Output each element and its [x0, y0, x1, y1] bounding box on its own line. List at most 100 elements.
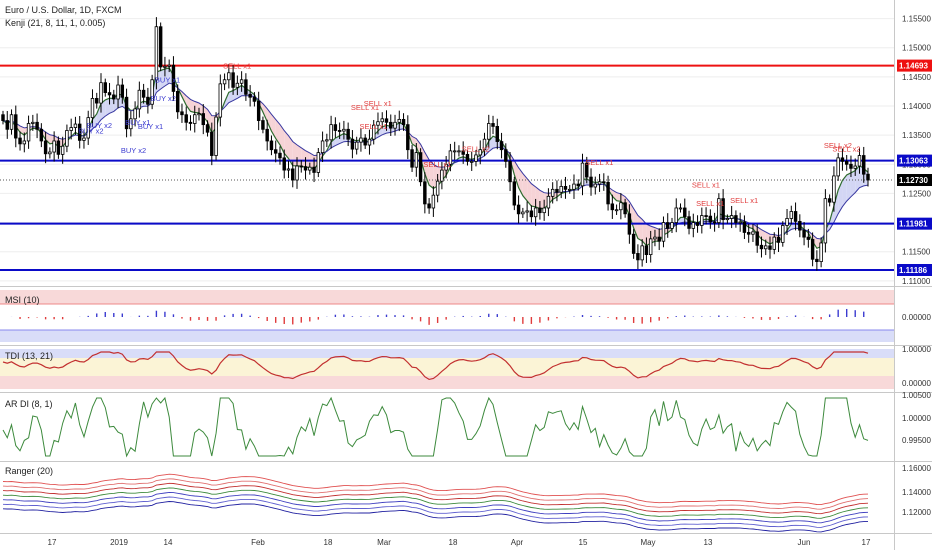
candle: [214, 116, 218, 156]
signal-label-sell: SELL x1: [696, 199, 724, 208]
candle: [86, 117, 90, 139]
candle: [661, 222, 666, 242]
candle: [9, 114, 14, 130]
candle: [768, 245, 772, 250]
kenji-cloud: [539, 190, 545, 209]
candle: [606, 181, 610, 205]
y-tick-label: 0.00000: [902, 379, 931, 388]
candle: [648, 238, 653, 256]
signal-label-sell: SELL x2: [462, 144, 490, 153]
candle: [116, 84, 120, 100]
candle: [751, 231, 755, 235]
candle: [77, 123, 82, 141]
candle: [35, 121, 39, 130]
y-tick-label: 1.14000: [902, 102, 931, 111]
candle: [452, 150, 457, 153]
candle: [823, 198, 828, 244]
candle: [529, 210, 534, 218]
x-tick-label: 17: [48, 538, 57, 547]
x-tick-label: 18: [324, 538, 333, 547]
candle: [495, 125, 500, 142]
msi-panel[interactable]: [0, 290, 894, 342]
kenji-cloud: [429, 159, 434, 189]
candle: [401, 118, 406, 126]
ranger-band-line: [2, 482, 869, 515]
candle: [244, 79, 248, 95]
tdi-panel[interactable]: [0, 349, 894, 389]
y-tick-label: 1.16000: [902, 464, 931, 473]
candle: [333, 124, 338, 131]
candle: [555, 188, 559, 193]
candle: [197, 113, 201, 116]
signal-label-buy: BUY x1: [125, 118, 150, 127]
candle: [866, 173, 870, 181]
kenji-cloud: [833, 189, 839, 223]
candle: [546, 195, 551, 209]
candle: [576, 183, 580, 187]
kenji-cloud: [616, 192, 621, 202]
candle: [210, 131, 214, 156]
kenji-cloud: [96, 103, 102, 126]
kenji-cloud: [297, 144, 302, 167]
signal-label-sell: SELL x1: [351, 103, 379, 112]
candle: [175, 91, 180, 113]
msi-lower-zone: [0, 330, 894, 342]
candle: [312, 166, 316, 173]
candle: [329, 124, 333, 141]
y-tick-label: 1.15500: [902, 15, 931, 24]
kenji-cloud: [186, 95, 191, 112]
candle: [103, 82, 107, 93]
msi-upper-zone: [0, 290, 894, 304]
kenji-cloud: [288, 135, 293, 166]
candle: [43, 140, 48, 155]
kenji-cloud: [275, 119, 280, 145]
candle: [124, 96, 129, 130]
y-tick-label: 1.11000: [902, 277, 931, 286]
ranger-panel[interactable]: [2, 473, 869, 533]
candle: [325, 139, 329, 142]
candle: [346, 128, 350, 140]
candle: [444, 163, 448, 171]
candle: [308, 166, 312, 171]
candle: [337, 130, 342, 132]
signal-label-buy: BUY x2: [121, 146, 146, 155]
candle: [418, 152, 423, 183]
level-price-label: 1.11981: [899, 220, 928, 229]
candle: [781, 225, 785, 243]
level-price-tag: [897, 59, 932, 72]
ardi-panel[interactable]: [2, 396, 869, 458]
kenji-cloud: [531, 183, 536, 207]
y-tick-label: 1.11500: [902, 248, 931, 257]
candle: [180, 111, 184, 116]
candle: [674, 207, 678, 223]
ardi-title: AR DI (8, 1): [5, 399, 53, 409]
candle: [636, 253, 640, 261]
signal-label-sell: SELL x2: [832, 144, 860, 153]
x-tick-label: Apr: [511, 538, 524, 547]
candle: [269, 140, 274, 151]
kenji-cloud: [207, 109, 212, 134]
kenji-cloud: [284, 130, 289, 159]
kenji-cloud: [190, 99, 195, 113]
tdi-lower-zone: [0, 376, 894, 389]
candle: [695, 222, 700, 226]
x-tick-label: Mar: [377, 538, 391, 547]
kenji-cloud: [101, 99, 106, 120]
ardi-line: [2, 396, 869, 458]
candle: [5, 120, 9, 130]
x-tick-label: 15: [579, 538, 588, 547]
candle: [171, 64, 176, 92]
candle: [802, 229, 806, 238]
candle: [568, 188, 572, 191]
candle: [670, 222, 674, 229]
candle: [832, 175, 836, 203]
candle: [666, 222, 670, 229]
candle: [499, 141, 504, 151]
candle: [60, 145, 65, 155]
x-tick-label: Jun: [798, 538, 811, 547]
ranger-band-line: [2, 501, 869, 533]
candle: [154, 26, 159, 81]
candle: [69, 127, 73, 131]
